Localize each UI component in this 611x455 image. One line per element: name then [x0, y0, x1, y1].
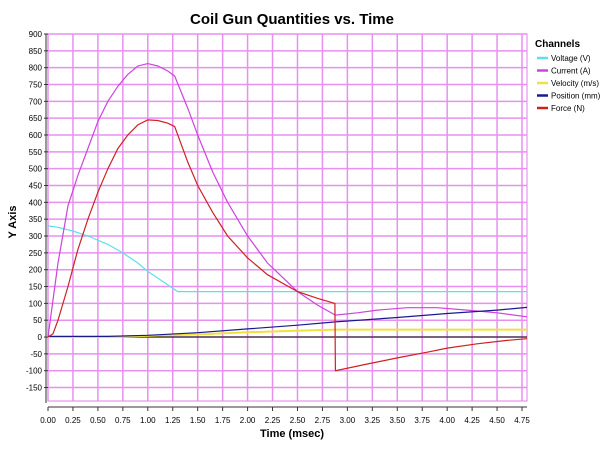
- series-line-4: [47, 119, 528, 372]
- x-tick-label: 3.50: [389, 416, 405, 425]
- legend-item: Current (A): [551, 67, 591, 76]
- legend-item: Voltage (V): [551, 54, 591, 63]
- x-tick-label: 2.50: [290, 416, 306, 425]
- x-tick-label: 1.75: [215, 416, 231, 425]
- y-axis-label: Y Axis: [7, 205, 19, 238]
- x-tick-label: 2.75: [315, 416, 331, 425]
- x-tick-label: 1.25: [165, 416, 181, 425]
- x-tick-label: 2.25: [265, 416, 281, 425]
- y-tick-label: 0: [38, 333, 43, 342]
- x-tick-label: 4.00: [439, 416, 455, 425]
- legend-item: Force (N): [551, 104, 585, 113]
- y-tick-label: 850: [29, 47, 43, 56]
- x-tick-label: 1.00: [140, 416, 156, 425]
- y-tick-label: -50: [30, 350, 42, 359]
- x-tick-label: 0.25: [65, 416, 81, 425]
- x-tick-label: 3.25: [365, 416, 381, 425]
- x-tick-label: 3.75: [414, 416, 430, 425]
- x-tick-label: 4.75: [514, 416, 530, 425]
- y-tick-label: 300: [29, 232, 43, 241]
- plot-area: [47, 33, 528, 402]
- x-tick-label: 0.00: [40, 416, 56, 425]
- legend-item: Velocity (m/s): [551, 79, 599, 88]
- legend-title: Channels: [535, 39, 580, 50]
- series-line-0: [47, 225, 527, 293]
- y-tick-label: 650: [29, 114, 43, 123]
- y-tick-label: -100: [26, 367, 43, 376]
- y-tick-label: 750: [29, 81, 43, 90]
- x-tick-label: 2.00: [240, 416, 256, 425]
- x-tick-label: 0.75: [115, 416, 131, 425]
- y-tick-label: 900: [29, 30, 43, 39]
- x-tick-label: 0.50: [90, 416, 106, 425]
- y-tick-label: 50: [33, 316, 42, 325]
- x-axis-label: Time (msec): [260, 428, 324, 440]
- y-tick-label: 500: [29, 165, 43, 174]
- y-tick-label: 100: [29, 299, 43, 308]
- y-tick-label: -150: [26, 384, 43, 393]
- y-tick-label: 800: [29, 64, 43, 73]
- x-tick-label: 1.50: [190, 416, 206, 425]
- x-tick-label: 4.25: [464, 416, 480, 425]
- y-tick-label: 200: [29, 266, 43, 275]
- y-tick-label: 250: [29, 249, 43, 258]
- chart-title: Coil Gun Quantities vs. Time: [190, 11, 394, 28]
- y-tick-label: 550: [29, 148, 43, 157]
- series-line-1: [47, 62, 528, 338]
- series-line-3: [48, 306, 528, 337]
- y-tick-label: 600: [29, 131, 43, 140]
- legend-item: Position (mm): [551, 92, 601, 101]
- x-tick-label: 3.00: [340, 416, 356, 425]
- y-tick-label: 450: [29, 182, 43, 191]
- y-tick-label: 150: [29, 283, 43, 292]
- x-tick-label: 4.50: [489, 416, 505, 425]
- y-tick-label: 400: [29, 198, 43, 207]
- y-tick-label: 350: [29, 215, 43, 224]
- y-tick-label: 700: [29, 97, 43, 106]
